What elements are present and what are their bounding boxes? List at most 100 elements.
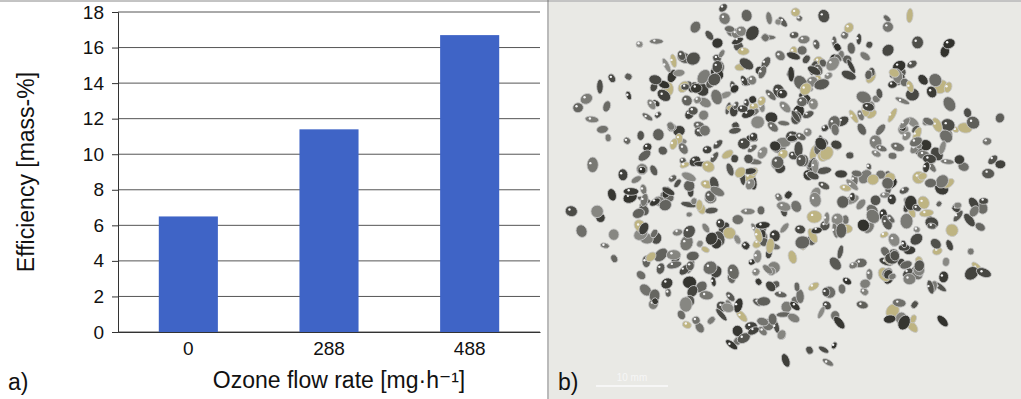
bar — [440, 35, 499, 332]
particle — [847, 109, 860, 125]
y-tick-mark — [112, 119, 118, 120]
particle — [903, 273, 916, 285]
particle — [765, 238, 775, 254]
particle — [699, 290, 714, 301]
particle-highlight — [686, 229, 688, 231]
particle — [821, 284, 838, 301]
particle-highlight — [741, 48, 743, 50]
particle — [648, 164, 659, 177]
x-axis-title: Ozone flow rate [mg·h⁻¹] — [213, 367, 465, 393]
particle-highlight — [760, 328, 762, 330]
particle — [730, 324, 744, 339]
particle-highlight — [683, 84, 685, 86]
bar — [159, 216, 218, 332]
y-tick-mark — [112, 83, 118, 84]
particle — [705, 71, 723, 89]
particle — [868, 134, 883, 150]
particle-highlight — [738, 314, 740, 316]
particle — [836, 244, 845, 259]
y-tick-label: 12 — [83, 108, 104, 129]
y-tick: 2 — [93, 286, 118, 307]
particle-highlight — [715, 56, 717, 58]
particle — [693, 95, 703, 105]
particle — [757, 297, 771, 306]
particle — [892, 298, 907, 308]
particle — [623, 187, 639, 195]
particle — [601, 100, 612, 113]
particle-highlight — [909, 62, 911, 64]
particle — [839, 184, 852, 193]
y-tick-label: 16 — [83, 37, 104, 58]
particle — [724, 290, 737, 303]
particle-highlight — [763, 60, 765, 62]
particle-highlight — [653, 199, 655, 201]
particle — [866, 173, 880, 186]
y-tick-mark — [112, 48, 118, 49]
particle — [688, 106, 699, 116]
particle-highlight — [748, 181, 750, 183]
particle-highlight — [831, 40, 833, 42]
particle-highlight — [768, 93, 770, 95]
particle — [894, 95, 910, 106]
particle-highlight — [696, 123, 698, 125]
particle-highlight — [926, 156, 928, 158]
particle — [855, 217, 872, 234]
particle-highlight — [874, 151, 876, 153]
y-tick-label: 4 — [93, 250, 104, 271]
particle — [879, 175, 895, 191]
particle — [756, 316, 770, 327]
particle — [768, 313, 778, 325]
y-axis: 024681012141618 — [83, 2, 119, 343]
particle-highlight — [867, 165, 869, 167]
particle — [655, 262, 666, 275]
particle-highlight — [914, 39, 916, 41]
particle — [805, 345, 815, 356]
particle — [596, 125, 609, 135]
particle — [919, 209, 934, 218]
particle — [730, 154, 739, 163]
particle-highlight — [984, 139, 986, 141]
particle — [845, 58, 857, 74]
particle — [900, 239, 908, 248]
particle-highlight — [707, 193, 709, 195]
particle — [771, 156, 784, 169]
particle — [788, 299, 802, 312]
particle-highlight — [705, 163, 707, 165]
figure: 0246810121416180288488Efficiency [mass-%… — [0, 0, 1021, 399]
particle-highlight — [741, 141, 743, 143]
particle — [737, 47, 749, 55]
particle-highlight — [793, 303, 795, 305]
particle — [938, 270, 949, 283]
particle — [821, 357, 834, 368]
particle-highlight — [670, 176, 672, 178]
particle-highlight — [780, 204, 782, 206]
particle — [982, 168, 995, 179]
particle — [906, 8, 914, 23]
particle — [743, 23, 762, 43]
particle — [741, 208, 755, 214]
y-tick-mark — [112, 261, 118, 262]
particle — [711, 36, 725, 49]
particle — [737, 105, 748, 113]
particle-highlight — [941, 274, 943, 276]
particle — [922, 154, 937, 165]
particle — [706, 315, 717, 326]
particle-highlight — [985, 170, 987, 172]
particle — [648, 74, 663, 87]
y-tick: 6 — [93, 215, 118, 236]
particle — [666, 121, 676, 132]
particle-highlight — [867, 271, 869, 273]
bar — [299, 129, 358, 332]
particle — [732, 214, 744, 225]
particle — [812, 39, 821, 50]
particle — [855, 300, 869, 310]
particle-highlight — [694, 318, 696, 320]
particle — [886, 107, 899, 124]
particle — [585, 115, 599, 123]
particle — [705, 206, 719, 214]
particle-highlight — [743, 243, 745, 245]
particle — [641, 111, 654, 122]
particle — [680, 170, 697, 184]
particle — [729, 83, 741, 95]
particle — [789, 31, 799, 39]
